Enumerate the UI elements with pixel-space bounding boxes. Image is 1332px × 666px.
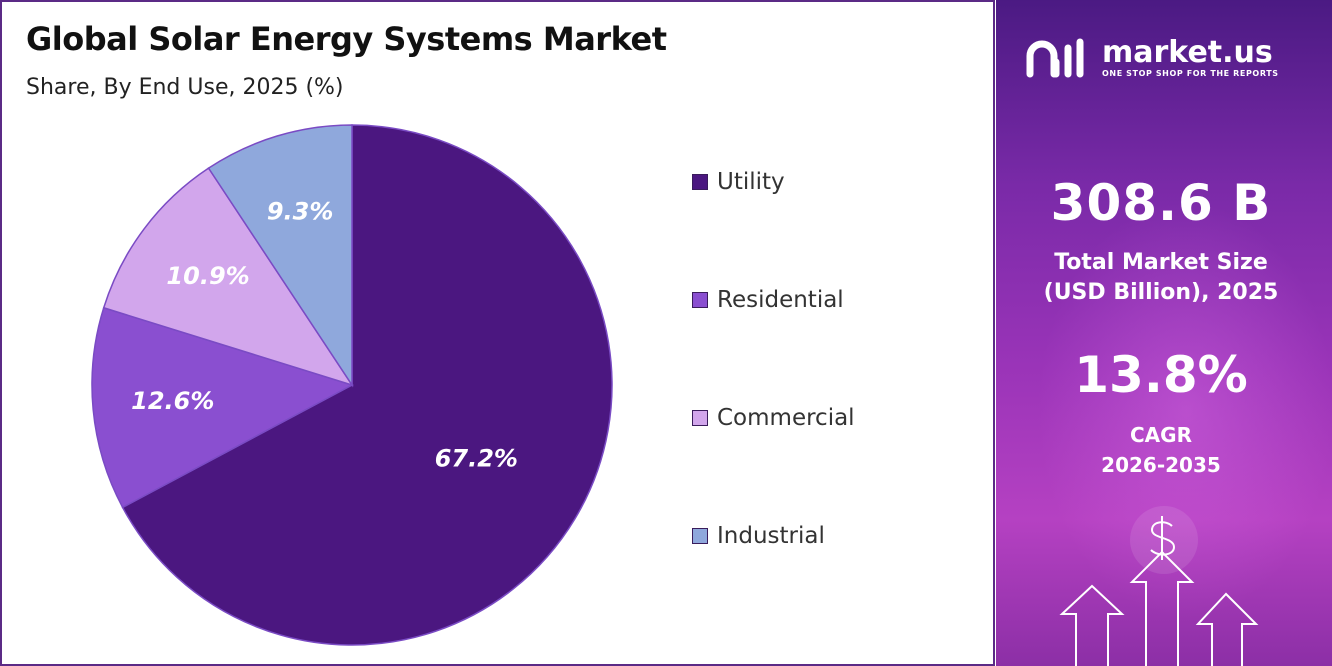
legend-label-commercial: Commercial	[717, 405, 855, 431]
market-us-logo-icon	[1026, 38, 1084, 78]
market-size-label-line2: (USD Billion), 2025	[1043, 280, 1279, 305]
market-size-label-line1: Total Market Size	[1054, 250, 1268, 275]
slice-label-residential: 12.6%	[131, 387, 214, 415]
legend-item-residential: Residential	[692, 280, 844, 320]
cagr-label-line1: CAGR	[1130, 423, 1192, 447]
market-size-label: Total Market Size (USD Billion), 2025	[996, 248, 1326, 308]
legend-label-utility: Utility	[717, 169, 785, 195]
slice-label-industrial: 9.3%	[267, 198, 334, 226]
background-glow	[1036, 200, 1332, 620]
pie-slice-residential	[91, 306, 354, 509]
legend-swatch-commercial	[692, 410, 708, 426]
legend-label-residential: Residential	[717, 287, 844, 313]
pie-slice-utility	[121, 124, 613, 646]
logo-tagline: ONE STOP SHOP FOR THE REPORTS	[1102, 69, 1279, 78]
cagr-label: CAGR 2026-2035	[996, 420, 1326, 480]
market-size-value: 308.6 B	[1050, 174, 1272, 232]
chart-panel: Global Solar Energy Systems Market Share…	[0, 0, 995, 666]
coin-glow	[1130, 506, 1198, 574]
legend-swatch-residential	[692, 292, 708, 308]
legend-item-industrial: Industrial	[692, 516, 825, 556]
slice-label-commercial: 10.9%	[166, 262, 249, 290]
legend-label-industrial: Industrial	[717, 523, 825, 549]
legend-item-commercial: Commercial	[692, 398, 855, 438]
up-arrow-icon	[1059, 550, 1259, 666]
legend-swatch-utility	[692, 174, 708, 190]
chart-subtitle: Share, By End Use, 2025 (%)	[26, 75, 344, 100]
growth-decoration	[1059, 506, 1259, 666]
cagr-value: 13.8%	[1074, 346, 1248, 404]
slice-label-utility: 67.2%	[435, 445, 518, 473]
cagr-label-line2: 2026-2035	[1101, 453, 1221, 477]
brand-logo: market.us ONE STOP SHOP FOR THE REPORTS	[1026, 36, 1279, 80]
pie-chart: 67.2% 12.6% 10.9% 9.3%	[91, 124, 613, 646]
pie-slice-commercial	[102, 167, 354, 387]
summary-panel: market.us ONE STOP SHOP FOR THE REPORTS …	[996, 0, 1332, 666]
logo-name: market.us	[1102, 35, 1273, 70]
legend-swatch-industrial	[692, 528, 708, 544]
pie-slice-industrial	[207, 124, 353, 388]
chart-title: Global Solar Energy Systems Market	[26, 20, 667, 58]
legend-item-utility: Utility	[692, 162, 785, 202]
